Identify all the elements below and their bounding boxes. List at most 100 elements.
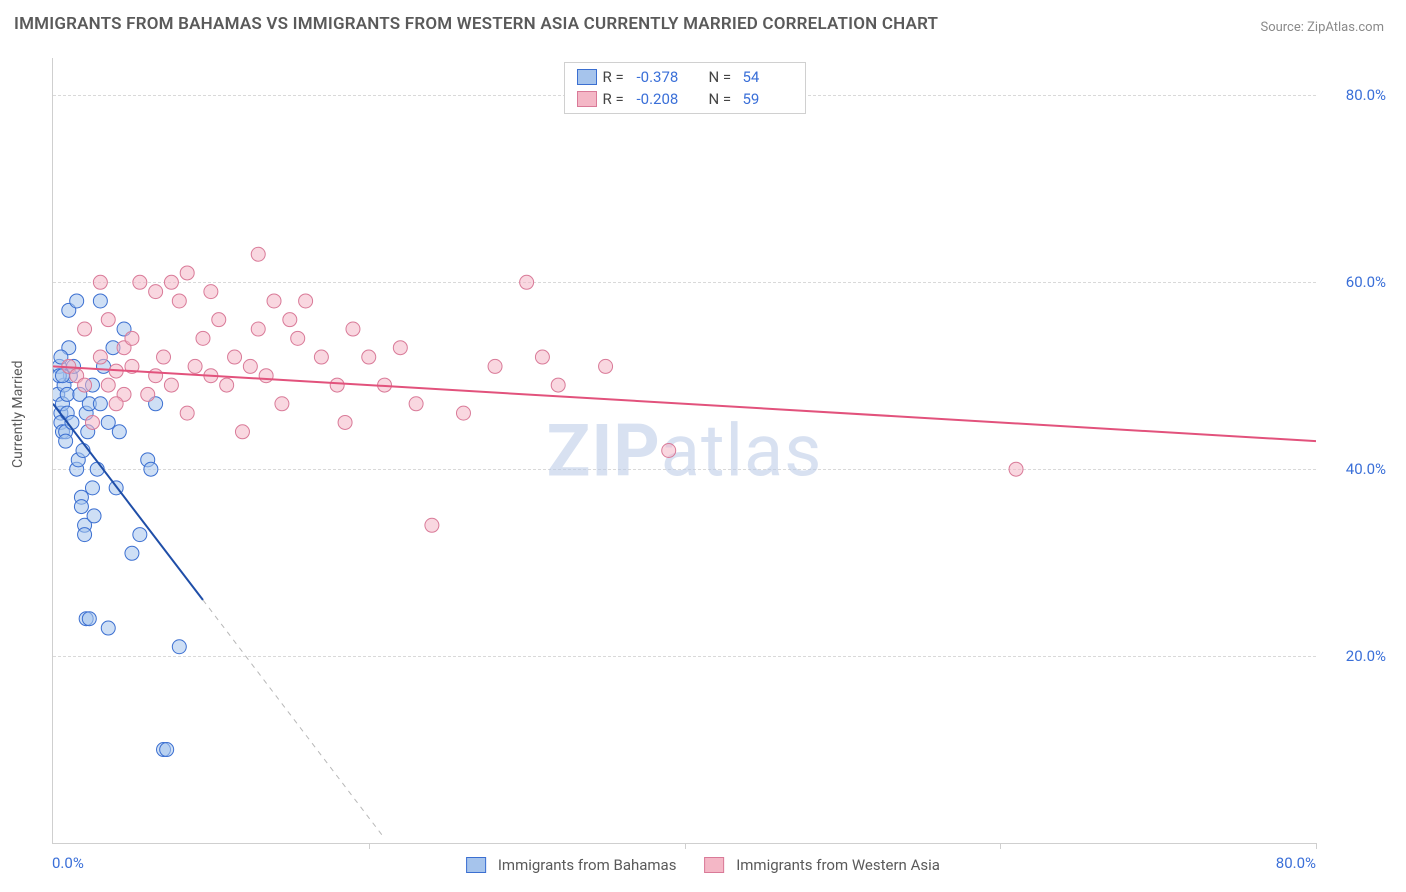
scatter-point: [157, 350, 171, 364]
legend-swatch-bottom-0: [466, 857, 486, 873]
scatter-point: [488, 359, 502, 373]
scatter-point: [82, 612, 96, 626]
legend-r-label: R =: [603, 88, 631, 110]
scatter-point: [85, 481, 99, 495]
legend-r-value-1: -0.208: [637, 88, 687, 110]
scatter-point: [196, 331, 210, 345]
y-tick-label: 80.0%: [1326, 86, 1386, 104]
scatter-point: [251, 247, 265, 261]
scatter-point: [535, 350, 549, 364]
x-tick: [369, 843, 370, 849]
scatter-point: [251, 322, 265, 336]
legend-n-label: N =: [709, 88, 737, 110]
scatter-point: [141, 387, 155, 401]
scatter-point: [259, 369, 273, 383]
legend-swatch-1: [577, 91, 597, 107]
legend-row-series-0: R = -0.378 N = 54: [577, 66, 793, 88]
legend-swatch-0: [577, 69, 597, 85]
scatter-point: [93, 294, 107, 308]
scatter-point: [125, 359, 139, 373]
scatter-point: [112, 425, 126, 439]
scatter-point: [188, 359, 202, 373]
scatter-point: [235, 425, 249, 439]
y-tick-label: 40.0%: [1326, 460, 1386, 478]
scatter-point: [74, 500, 88, 514]
scatter-point: [520, 275, 534, 289]
plot-area: ZIPatlas R = -0.378 N = 54 R = -0.208 N …: [52, 58, 1316, 844]
scatter-point: [78, 322, 92, 336]
legend-swatch-bottom-1: [704, 857, 724, 873]
chart-container: Currently Married ZIPatlas R = -0.378 N …: [14, 58, 1392, 878]
scatter-point: [78, 528, 92, 542]
scatter-point: [291, 331, 305, 345]
scatter-point: [267, 294, 281, 308]
scatter-point: [243, 359, 257, 373]
scatter-point: [599, 359, 613, 373]
x-tick: [1316, 843, 1317, 849]
scatter-point: [87, 509, 101, 523]
scatter-point: [149, 285, 163, 299]
legend-r-value-0: -0.378: [637, 66, 687, 88]
scatter-point: [551, 378, 565, 392]
scatter-point: [180, 266, 194, 280]
scatter-point: [60, 387, 74, 401]
legend-label-0: Immigrants from Bahamas: [498, 856, 677, 874]
scatter-point: [78, 378, 92, 392]
scatter-point: [109, 364, 123, 378]
scatter-point: [164, 378, 178, 392]
scatter-point: [299, 294, 313, 308]
legend-label-1: Immigrants from Western Asia: [736, 856, 940, 874]
scatter-point: [172, 294, 186, 308]
scatter-point: [172, 640, 186, 654]
scatter-point: [93, 397, 107, 411]
scatter-points-layer: [53, 58, 1316, 843]
legend-n-value-0: 54: [743, 66, 793, 88]
x-tick: [685, 843, 686, 849]
scatter-point: [346, 322, 360, 336]
scatter-point: [362, 350, 376, 364]
x-axis-max-label: 80.0%: [1276, 854, 1316, 872]
scatter-point: [59, 434, 73, 448]
scatter-point: [144, 462, 158, 476]
scatter-point: [204, 369, 218, 383]
scatter-point: [109, 481, 123, 495]
series-legend: Immigrants from Bahamas Immigrants from …: [466, 856, 940, 874]
scatter-point: [125, 331, 139, 345]
scatter-point: [133, 275, 147, 289]
y-tick-label: 60.0%: [1326, 273, 1386, 291]
scatter-point: [133, 528, 147, 542]
scatter-point: [330, 378, 344, 392]
scatter-point: [101, 313, 115, 327]
scatter-point: [338, 415, 352, 429]
scatter-point: [160, 743, 174, 757]
legend-item-1: Immigrants from Western Asia: [704, 856, 939, 874]
scatter-point: [164, 275, 178, 289]
scatter-point: [220, 378, 234, 392]
legend-row-series-1: R = -0.208 N = 59: [577, 88, 793, 110]
scatter-point: [101, 621, 115, 635]
scatter-point: [425, 518, 439, 532]
scatter-point: [314, 350, 328, 364]
correlation-legend: R = -0.378 N = 54 R = -0.208 N = 59: [564, 62, 806, 114]
scatter-point: [275, 397, 289, 411]
scatter-point: [65, 415, 79, 429]
scatter-point: [204, 285, 218, 299]
legend-n-value-1: 59: [743, 88, 793, 110]
scatter-point: [393, 341, 407, 355]
scatter-point: [1009, 462, 1023, 476]
scatter-point: [409, 397, 423, 411]
legend-r-label: R =: [603, 66, 631, 88]
y-axis-label: Currently Married: [10, 361, 26, 468]
scatter-point: [212, 313, 226, 327]
y-tick-label: 20.0%: [1326, 647, 1386, 665]
source-label: Source: ZipAtlas.com: [1260, 20, 1384, 35]
scatter-point: [93, 350, 107, 364]
chart-title: IMMIGRANTS FROM BAHAMAS VS IMMIGRANTS FR…: [14, 14, 938, 34]
scatter-point: [109, 397, 123, 411]
scatter-point: [101, 378, 115, 392]
scatter-point: [456, 406, 470, 420]
scatter-point: [662, 444, 676, 458]
x-axis-origin-label: 0.0%: [52, 854, 84, 872]
scatter-point: [90, 462, 104, 476]
scatter-point: [378, 378, 392, 392]
